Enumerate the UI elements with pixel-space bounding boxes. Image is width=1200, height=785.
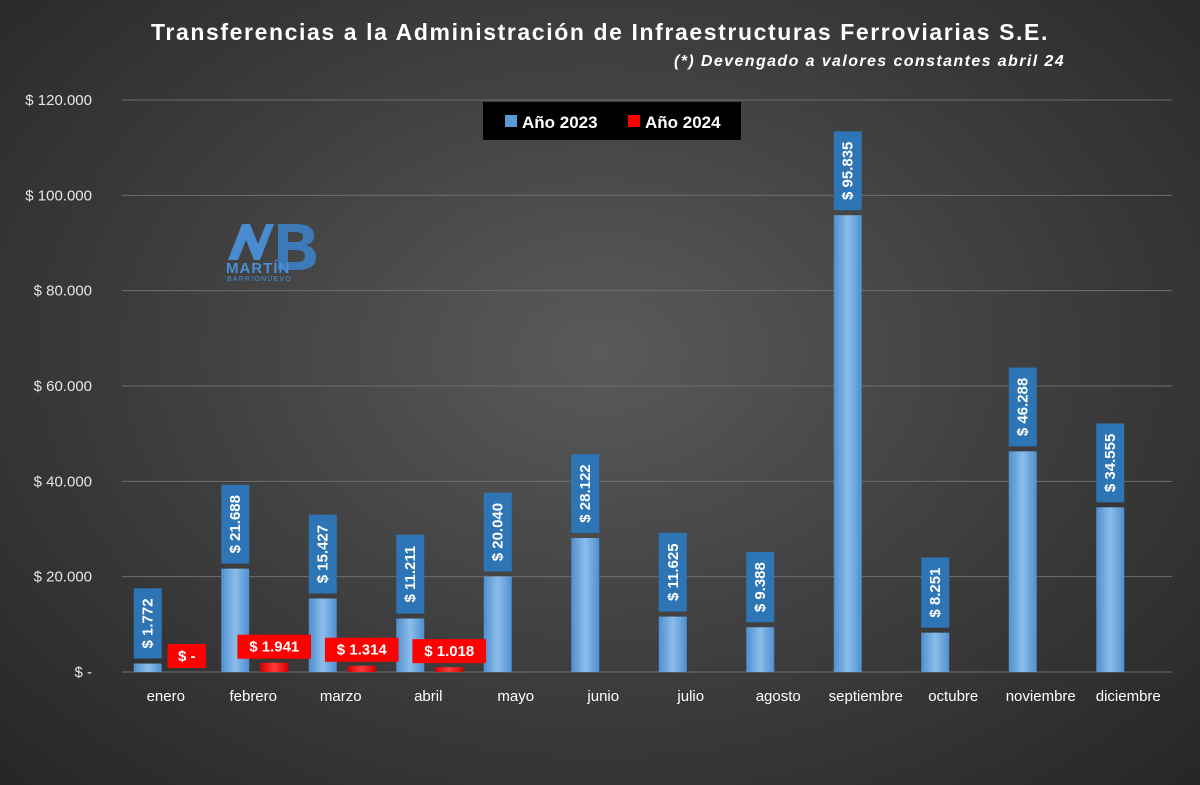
x-tick-label: junio <box>586 688 619 705</box>
bar-2023 <box>833 215 862 672</box>
y-axis: $ - $ 20.000 $ 40.000 $ 60.000 $ 80.000 $ 100… <box>25 92 92 681</box>
data-label-2023: $ 95.835 <box>840 142 857 200</box>
bar-2023 <box>921 632 950 672</box>
x-tick-label: septiembre <box>829 688 903 705</box>
watermark-name: MARTÍN <box>226 260 290 277</box>
data-label-2023: $ 1.772 <box>140 598 157 648</box>
x-tick-label: diciembre <box>1096 688 1161 705</box>
y-tick-label: $ 100.000 <box>25 187 92 204</box>
data-label-box-2023 <box>746 552 775 623</box>
data-labels: $ 1.772 $ 21.688 $ 15.427 $ 11.211 $ 20.040 $… <box>133 131 1125 668</box>
data-label-box-2024 <box>167 644 206 668</box>
gridlines <box>122 99 1172 673</box>
data-label-2023: $ 20.040 <box>490 503 507 561</box>
legend-swatch-2024 <box>628 115 640 127</box>
data-label-box-2023 <box>658 532 687 612</box>
data-label-box-2023 <box>396 534 425 614</box>
bar-2023 <box>1096 507 1125 672</box>
data-label-2023: $ 15.427 <box>315 525 332 583</box>
legend-label-2023: Año 2023 <box>522 113 598 132</box>
bar-2023 <box>571 537 600 672</box>
data-label-box-2024 <box>324 637 399 662</box>
x-tick-label: enero <box>147 688 185 705</box>
bars <box>133 215 1125 672</box>
y-tick-label: $ 20.000 <box>34 569 92 586</box>
data-label-2023: $ 11.625 <box>665 543 682 601</box>
bar-2023 <box>133 663 162 672</box>
y-tick-label: $ 80.000 <box>34 283 92 300</box>
legend: Año 2023 Año 2024 <box>483 102 741 140</box>
y-tick-label: $ 40.000 <box>34 473 92 490</box>
bar-2023 <box>483 576 512 672</box>
data-label-box-2023 <box>921 557 950 628</box>
bar-2024 <box>347 665 376 672</box>
legend-swatch-2023 <box>505 115 517 127</box>
bar-2023 <box>1008 451 1037 672</box>
data-label-box-2023 <box>833 131 862 211</box>
y-tick-label: $ 120.000 <box>25 92 92 109</box>
watermark-mark-icon <box>228 224 316 270</box>
data-label-box-2023 <box>571 454 600 533</box>
watermark-logo: MARTÍN BARRIONUEVO <box>226 224 316 283</box>
data-label-box-2023 <box>221 484 250 564</box>
bar-2024 <box>260 662 289 672</box>
data-label-2023: $ 46.288 <box>1015 378 1032 436</box>
data-label-2023: $ 28.122 <box>577 464 594 522</box>
x-tick-label: mayo <box>497 688 534 705</box>
data-label-box-2024 <box>237 634 312 659</box>
x-axis: enero febrero marzo abril mayo junio julio agos… <box>147 688 1161 705</box>
data-label-2023: $ 9.388 <box>752 562 769 612</box>
x-tick-label: marzo <box>320 688 362 705</box>
x-tick-label: noviembre <box>1006 688 1076 705</box>
data-label-2023: $ 34.555 <box>1102 434 1119 492</box>
data-label-box-2024 <box>412 639 487 664</box>
x-tick-label: agosto <box>756 688 801 705</box>
data-label-2023: $ 11.211 <box>402 546 419 603</box>
data-label-2024: $ 1.941 <box>249 639 299 656</box>
watermark-sub: BARRIONUEVO <box>227 276 292 283</box>
bar-2024 <box>435 667 464 672</box>
chart-subtitle: (*) Devengado a valores constantes abril… <box>674 53 1065 70</box>
y-tick-label: $ 60.000 <box>34 378 92 395</box>
data-label-2023: $ 8.251 <box>927 568 944 618</box>
data-label-box-2023 <box>308 514 337 594</box>
data-label-2024: $ 1.018 <box>424 643 474 660</box>
bar-2023 <box>658 616 687 672</box>
x-tick-label: octubre <box>928 688 978 705</box>
data-label-box-2023 <box>483 492 512 572</box>
legend-box <box>483 102 741 140</box>
data-label-2024: $ 1.314 <box>337 642 388 659</box>
data-label-box-2023 <box>133 588 162 659</box>
data-label-2023: $ 21.688 <box>227 495 244 553</box>
data-label-box-2023 <box>1096 423 1125 503</box>
x-tick-label: abril <box>414 688 442 705</box>
x-tick-label: julio <box>676 688 704 705</box>
data-label-box-2023 <box>1008 367 1037 447</box>
x-tick-label: febrero <box>229 688 277 705</box>
legend-label-2024: Año 2024 <box>645 113 721 132</box>
chart-title: Transferencias a la Administración de In… <box>151 19 1049 45</box>
y-tick-label: $ - <box>74 664 92 681</box>
data-label-2024: $ - <box>178 648 196 665</box>
bar-2023 <box>746 627 775 672</box>
